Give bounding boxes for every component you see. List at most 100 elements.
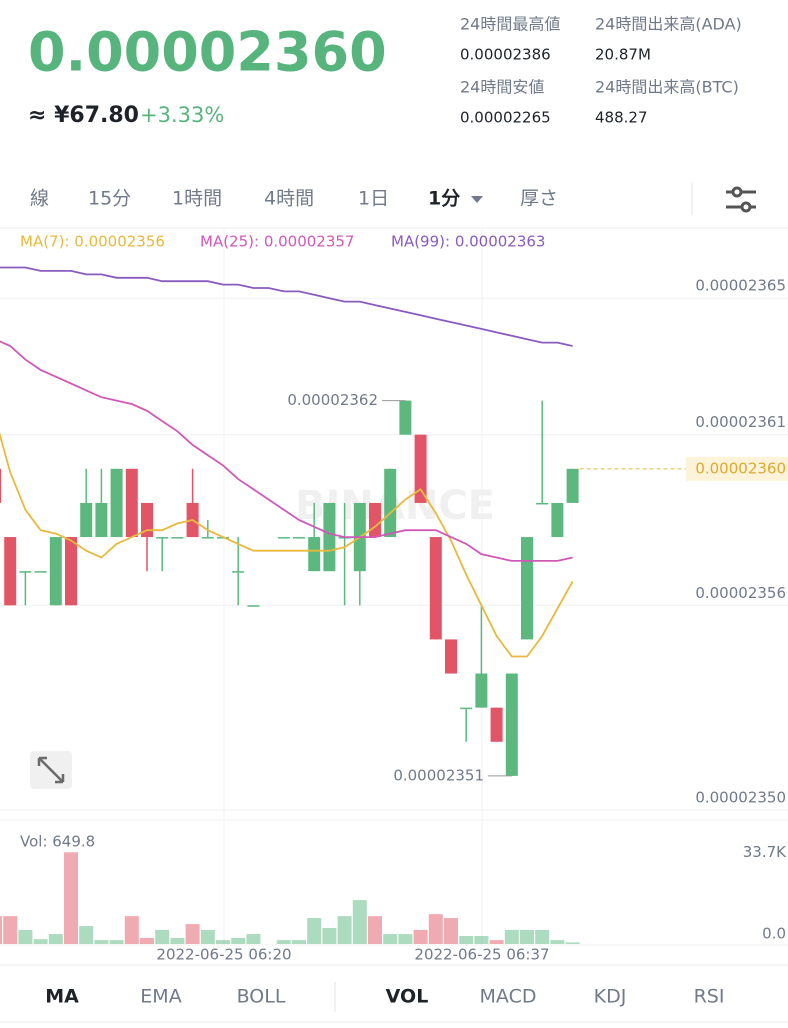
candle-body xyxy=(475,673,488,708)
expand-icon xyxy=(37,756,65,784)
stat-label: 24時間出来高(ADA) xyxy=(595,15,742,34)
stat-value: 488.27 xyxy=(595,109,648,127)
interval-tab[interactable]: 15分 xyxy=(88,188,131,210)
volume-bar xyxy=(231,937,246,944)
stat-value: 0.00002265 xyxy=(460,109,551,127)
candle-body xyxy=(4,537,17,606)
volume-bar xyxy=(0,916,2,944)
indicator-tab[interactable]: BOLL xyxy=(237,986,286,1008)
volume-bar xyxy=(140,937,154,944)
high-label: 0.00002362 xyxy=(287,391,378,409)
stat-label: 24時間最高値 xyxy=(460,15,560,34)
settings-icon[interactable] xyxy=(726,186,756,213)
volume-bar xyxy=(337,916,352,944)
stat-value: 20.87M xyxy=(595,46,651,64)
price-change: +3.33% xyxy=(140,103,224,127)
interval-tab[interactable]: 1日 xyxy=(358,188,389,210)
candle-body xyxy=(445,639,457,674)
candle-body xyxy=(34,571,47,573)
ma-line xyxy=(0,340,573,562)
volume-bar xyxy=(474,935,489,944)
candle-body xyxy=(460,707,473,710)
candle-body xyxy=(156,537,169,539)
candle-body xyxy=(201,537,214,539)
volume-bar xyxy=(155,929,170,944)
fiat-price: ≈ ¥67.80 xyxy=(28,103,139,128)
candle-body xyxy=(171,537,184,539)
sub-indicator-tab[interactable]: VOL xyxy=(386,986,429,1008)
candle-body xyxy=(399,400,412,435)
volume-bar xyxy=(3,916,18,944)
candle-body xyxy=(551,502,564,538)
candle-body xyxy=(490,707,503,742)
volume-bar xyxy=(79,926,94,944)
volume-bar xyxy=(322,927,337,944)
volume-bar xyxy=(307,918,322,944)
volume-bar xyxy=(109,940,124,944)
sub-indicator-tab[interactable]: MACD xyxy=(480,986,537,1008)
sub-indicator-tab[interactable]: KDJ xyxy=(594,986,627,1008)
candle-body xyxy=(566,468,579,503)
volume-bar xyxy=(216,940,230,944)
stat-label: 24時間出来高(BTC) xyxy=(595,78,739,97)
volume-bar xyxy=(64,852,78,944)
interval-tab[interactable]: 1分 xyxy=(428,188,460,210)
volume-bar xyxy=(94,940,109,944)
interval-tab[interactable]: 1時間 xyxy=(172,188,222,210)
candle-body xyxy=(125,468,138,538)
volume-bar xyxy=(33,939,48,944)
current-price-label: 0.00002360 xyxy=(695,459,786,477)
candle-body xyxy=(369,502,381,538)
volume-bar xyxy=(170,937,185,944)
volume-bar xyxy=(368,916,382,944)
stat-value: 0.00002386 xyxy=(460,46,551,64)
ma-line xyxy=(0,432,574,658)
current-price-box xyxy=(686,456,788,481)
interval-tab[interactable]: 4時間 xyxy=(264,188,314,210)
legend-entry: MA(7): 0.00002356 xyxy=(20,233,165,251)
volume-bar xyxy=(48,934,63,944)
interval-tab[interactable]: 厚さ xyxy=(520,188,558,210)
candle-body xyxy=(95,502,108,538)
volume-bar xyxy=(292,940,306,944)
volume-bar xyxy=(550,940,565,944)
y-tick-label: 0.00002365 xyxy=(695,277,786,295)
candle-body xyxy=(414,434,427,503)
candle-body xyxy=(232,571,245,573)
candle-body xyxy=(323,502,336,572)
volume-bar xyxy=(444,918,458,944)
dropdown-arrow xyxy=(471,196,483,203)
ma-line xyxy=(0,266,573,347)
candle-body xyxy=(247,605,260,607)
volume-bar xyxy=(428,914,443,944)
last-price: 0.00002360 xyxy=(28,21,387,84)
volume-bar xyxy=(246,934,261,944)
candle-body xyxy=(308,537,321,572)
y-tick-label: 0.00002356 xyxy=(695,584,786,602)
volume-bar xyxy=(489,940,504,944)
candle-body xyxy=(110,468,123,538)
candle-body xyxy=(19,571,32,573)
indicator-tab[interactable]: MA xyxy=(45,986,79,1008)
candle-body xyxy=(141,502,153,538)
volume-bar xyxy=(535,929,550,944)
legend-entry: MA(25): 0.00002357 xyxy=(200,233,354,251)
candle-body xyxy=(0,468,1,503)
volume-bar xyxy=(520,929,534,944)
x-tick-label: 2022-06-25 06:37 xyxy=(414,946,549,964)
volume-bar xyxy=(459,935,474,944)
volume-bar xyxy=(383,934,398,944)
x-tick-label: 2022-06-25 06:20 xyxy=(156,946,291,964)
volume-bar xyxy=(18,929,33,944)
y-tick-label: 0.00002350 xyxy=(695,789,786,807)
candle-body xyxy=(429,537,442,640)
sub-indicator-tab[interactable]: RSI xyxy=(694,986,725,1008)
volume-bar xyxy=(413,929,428,944)
volume-tick-label: 33.7K xyxy=(743,843,787,861)
indicator-tab[interactable]: EMA xyxy=(140,986,181,1008)
low-label: 0.00002351 xyxy=(393,766,484,784)
candle-body xyxy=(505,673,518,776)
legend-entry: MA(99): 0.00002363 xyxy=(391,233,545,251)
interval-tab[interactable]: 線 xyxy=(30,188,49,210)
volume-tick-label: 0.0 xyxy=(762,925,786,943)
